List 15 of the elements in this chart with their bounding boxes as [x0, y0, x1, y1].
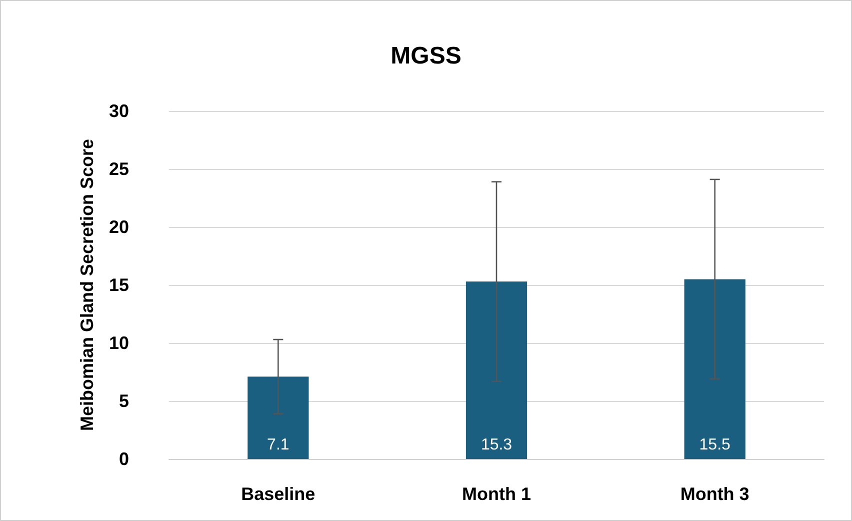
y-tick-label: 30: [108, 101, 129, 121]
x-tick-label: Month 1: [462, 484, 531, 504]
y-tick-label: 15: [108, 275, 129, 295]
y-tick-label: 10: [108, 333, 129, 353]
x-tick-label: Month 3: [680, 484, 750, 504]
data-label: 15.3: [480, 436, 512, 454]
y-axis-title: Meibomian Gland Secretion Score: [77, 138, 98, 432]
data-label: 15.5: [699, 436, 731, 454]
y-tick-label: 5: [118, 391, 129, 411]
y-tick-label: 25: [108, 159, 129, 179]
x-tick-label: Baseline: [241, 484, 316, 504]
y-tick-label: 0: [118, 449, 129, 469]
chart-title: MGSS: [390, 42, 462, 70]
data-label: 7.1: [267, 436, 290, 454]
y-tick-label: 20: [108, 217, 129, 237]
